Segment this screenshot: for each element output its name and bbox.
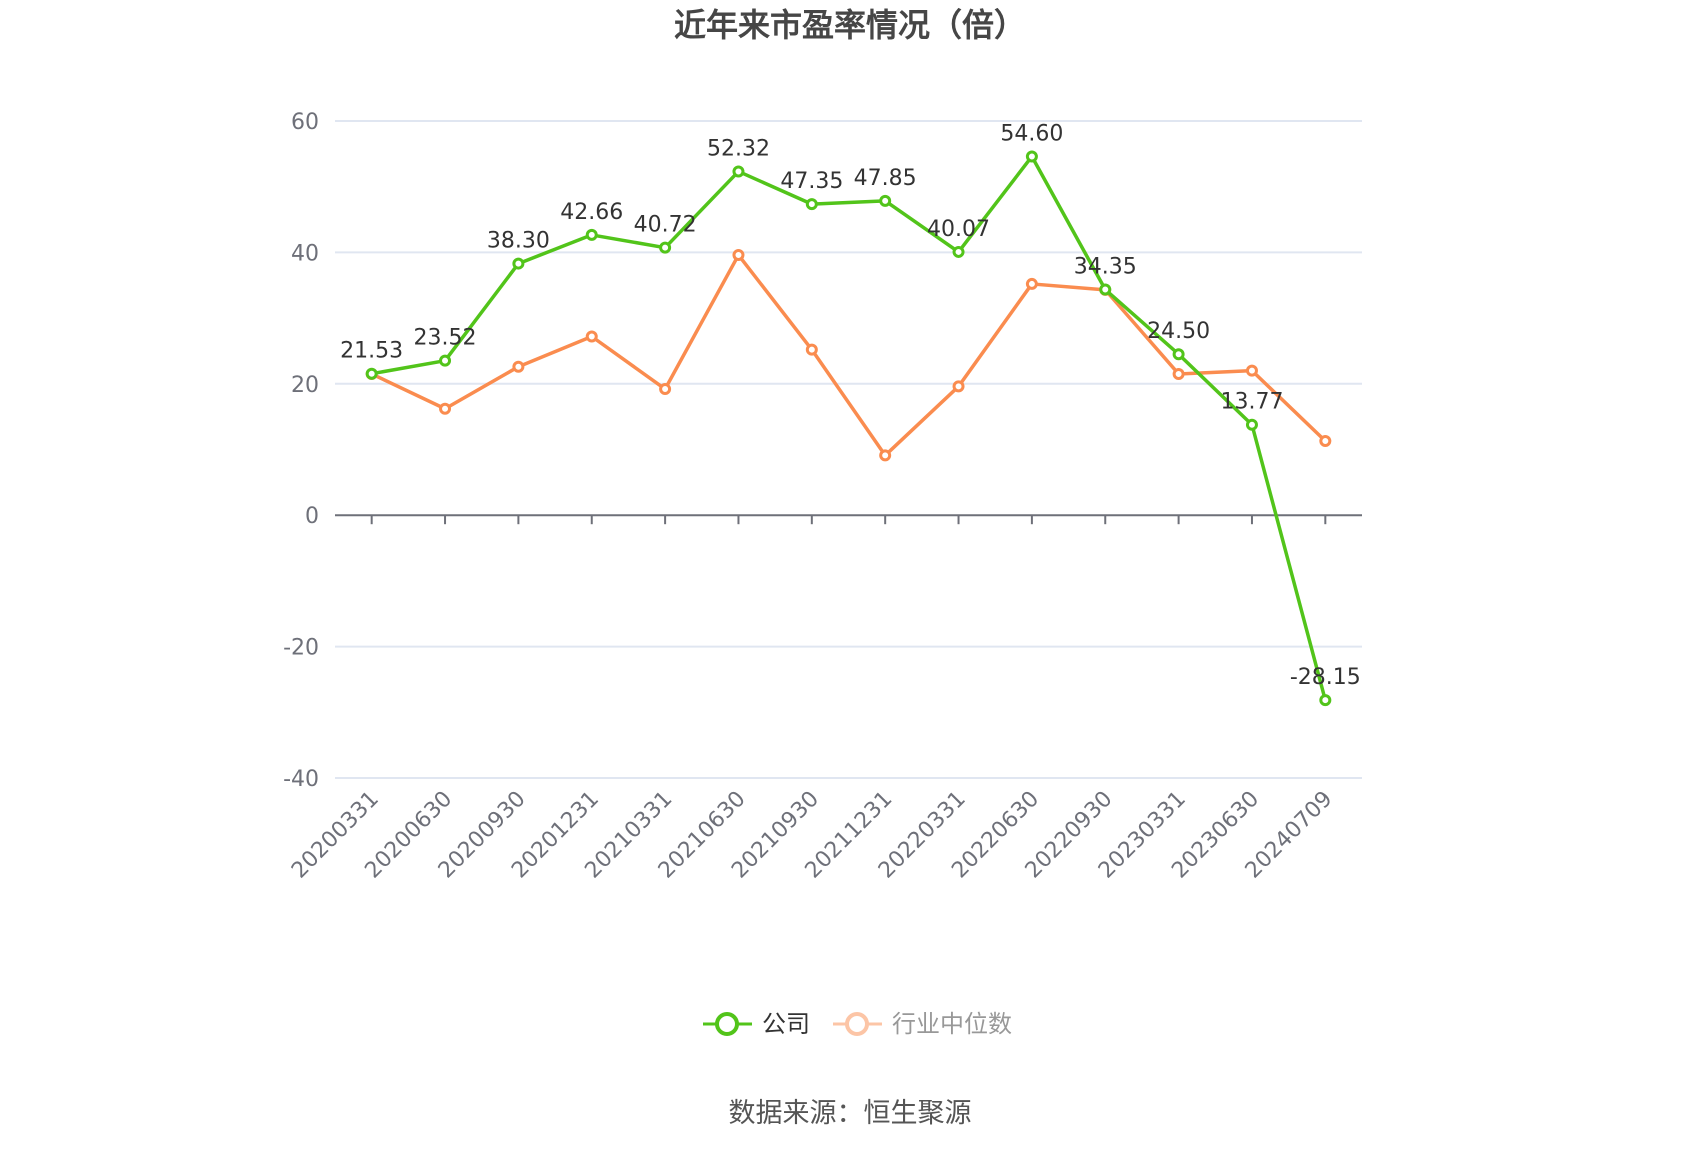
data-point[interactable]: [439, 354, 452, 367]
y-tick-label: 20: [291, 373, 319, 398]
data-source: 数据来源：恒生聚源: [729, 1098, 972, 1129]
data-point[interactable]: [1025, 150, 1038, 163]
series-industry-median: [365, 249, 1332, 462]
data-point[interactable]: [879, 449, 892, 462]
data-label: 40.72: [634, 213, 697, 238]
data-label: 24.50: [1147, 319, 1210, 344]
data-label: 47.35: [780, 169, 843, 194]
data-point[interactable]: [1245, 364, 1258, 377]
data-point[interactable]: [512, 360, 525, 373]
data-point[interactable]: [805, 343, 818, 356]
legend-circle-icon: [715, 1012, 739, 1036]
y-tick-label: 0: [305, 504, 319, 529]
y-tick-label: -20: [283, 636, 319, 661]
y-tick-label: 40: [291, 241, 319, 266]
legend-label-company: 公司: [762, 1010, 810, 1038]
data-label: 40.07: [927, 217, 990, 242]
data-point[interactable]: [952, 380, 965, 393]
data-point[interactable]: [1172, 348, 1185, 361]
y-tick-label: -40: [283, 767, 319, 792]
x-axis: 2020033120200630202009302020123120210331…: [287, 514, 1362, 883]
y-axis: -40 -20 0 20 40 60: [283, 110, 319, 792]
legend-circle-icon: [845, 1012, 869, 1036]
data-label: 38.30: [487, 229, 550, 254]
data-point[interactable]: [585, 330, 598, 343]
data-point[interactable]: [1245, 418, 1258, 431]
data-point[interactable]: [879, 194, 892, 207]
data-label: 23.52: [414, 326, 477, 351]
data-label: 34.35: [1074, 255, 1137, 280]
data-point[interactable]: [365, 367, 378, 380]
data-point[interactable]: [1025, 277, 1038, 290]
series-line: [370, 253, 1327, 458]
data-point[interactable]: [659, 383, 672, 396]
data-label: 54.60: [1000, 121, 1063, 146]
data-label: 47.85: [854, 166, 917, 191]
y-tick-label: 60: [291, 110, 319, 135]
data-label: 21.53: [340, 339, 403, 364]
legend-label-industry-median: 行业中位数: [892, 1010, 1012, 1038]
data-point[interactable]: [585, 228, 598, 241]
legend[interactable]: 公司 行业中位数: [703, 1010, 1012, 1038]
chart-title: 近年来市盈率情况（倍）: [674, 6, 1026, 44]
data-point[interactable]: [732, 249, 745, 262]
data-point[interactable]: [1172, 367, 1185, 380]
series-line: [371, 154, 1328, 701]
data-point[interactable]: [439, 402, 452, 415]
grid: [335, 120, 1362, 779]
data-label: 52.32: [707, 136, 770, 161]
data-point[interactable]: [805, 198, 818, 211]
data-point[interactable]: [952, 245, 965, 258]
data-label: 13.77: [1220, 390, 1283, 415]
data-point[interactable]: [512, 257, 525, 270]
data-point[interactable]: [732, 165, 745, 178]
series-company: 21.53 23.52 38.30 42.66 40.72 52.32 47.35 47.85…: [340, 121, 1361, 707]
data-point[interactable]: [1319, 694, 1332, 707]
series-layer: 21.53 23.52 38.30 42.66 40.72 52.32 47.35 47.85…: [340, 121, 1361, 707]
data-point[interactable]: [659, 241, 672, 254]
data-label: 42.66: [560, 200, 623, 225]
legend-item-company[interactable]: 公司: [703, 1010, 810, 1038]
data-point[interactable]: [1319, 434, 1332, 447]
legend-item-industry-median[interactable]: 行业中位数: [833, 1010, 1012, 1038]
data-label: -28.15: [1290, 665, 1361, 690]
data-point[interactable]: [1099, 283, 1112, 296]
